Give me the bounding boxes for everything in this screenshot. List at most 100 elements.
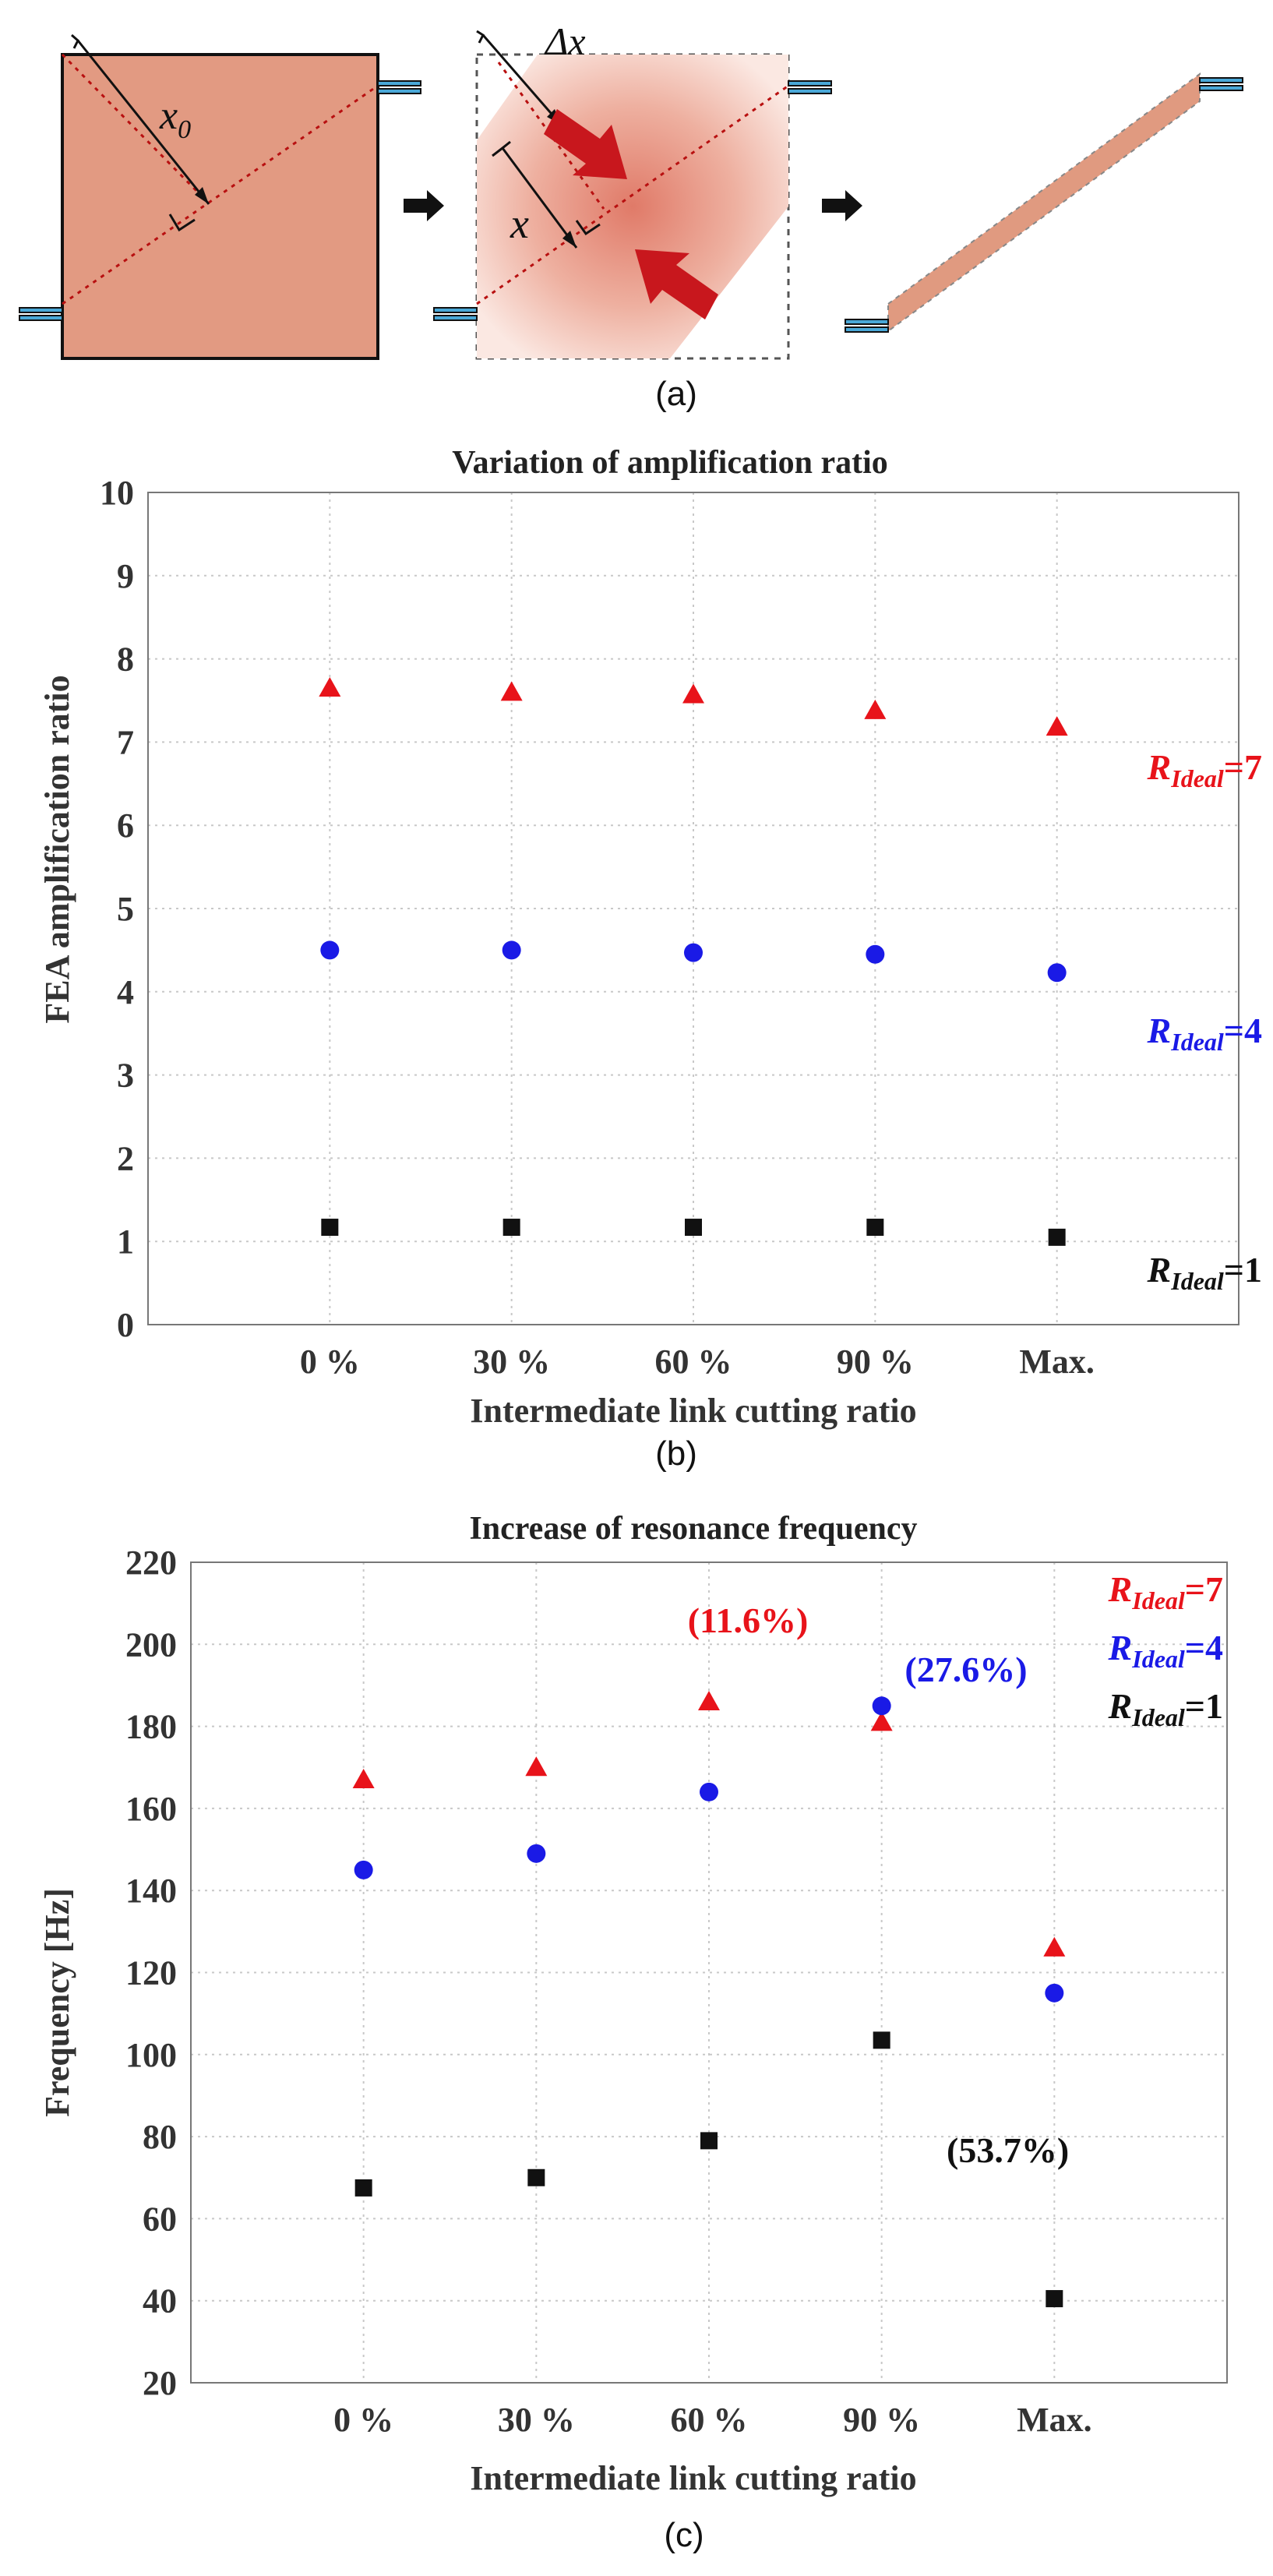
panel-c-label: (c) — [664, 2516, 704, 2554]
panel-b-label: (b) — [655, 1434, 697, 1473]
data-point-square — [873, 2031, 890, 2049]
x-tick-label: 90 % — [837, 1343, 914, 1381]
x-tick-label: 60 % — [655, 1343, 732, 1381]
y-tick-label: 80 — [143, 2118, 177, 2156]
panel-a-diagram: x0 Δx x — [19, 19, 1243, 413]
chart-c-y-axis-label: Frequency [Hz] — [38, 1888, 76, 2117]
chart-c-plot-frame — [190, 1561, 1228, 2384]
y-tick-label: 140 — [125, 1872, 177, 1910]
right-arrow-icon — [822, 190, 862, 221]
chart-c-grid — [191, 1561, 1227, 2384]
y-tick-label: 5 — [117, 890, 134, 928]
y-tick-label: 200 — [125, 1625, 177, 1664]
annotation-53-7-percent: (53.7%) — [947, 2130, 1069, 2170]
resonance-frequency-chart: Increase of resonance frequency 20 40 60 80… — [38, 1511, 1228, 2554]
y-tick-label: 100 — [125, 2036, 177, 2074]
chart-b-plot-frame — [147, 492, 1240, 1325]
y-tick-label: 220 — [125, 1544, 177, 1582]
chart-b-x-axis-label: Intermediate link cutting ratio — [470, 1392, 916, 1430]
data-point-circle — [684, 943, 703, 962]
x-tick-label: 0 % — [333, 2401, 393, 2439]
data-point-triangle — [870, 1711, 893, 1731]
chart-b-x-ticks: 0 % 30 % 60 % 90 % Max. — [300, 1343, 1095, 1381]
data-point-triangle — [319, 676, 341, 697]
data-point-square — [866, 1219, 884, 1237]
amplification-ratio-chart: Variation of amplification ratio 0 1 2 3 4 5 6… — [38, 445, 1262, 1473]
chart-c-markers — [352, 1691, 1066, 2308]
y-tick-label: 6 — [117, 806, 134, 845]
y-tick-label: 4 — [117, 973, 134, 1011]
chart-c-x-ticks: 0 % 30 % 60 % 90 % Max. — [333, 2401, 1091, 2439]
chart-b-y-axis-label: FEA amplification ratio — [38, 675, 76, 1023]
data-point-square — [503, 1219, 520, 1237]
y-tick-label: 3 — [117, 1057, 134, 1095]
y-tick-label: 7 — [117, 723, 134, 761]
data-point-triangle — [1046, 716, 1068, 736]
y-tick-label: 120 — [125, 1954, 177, 1992]
y-tick-label: 10 — [100, 474, 134, 512]
data-point-square — [700, 2132, 718, 2150]
chart-b-title: Variation of amplification ratio — [452, 445, 888, 481]
chart-c-legend: RIdeal=7 RIdeal=4 RIdeal=1 — [1108, 1569, 1223, 1731]
y-tick-label: 180 — [125, 1708, 177, 1746]
data-point-triangle — [682, 683, 704, 704]
x0-symbol: x0 — [159, 94, 191, 144]
data-point-circle — [320, 940, 340, 960]
x-tick-label: 60 % — [671, 2401, 748, 2439]
data-point-circle — [354, 1860, 373, 1879]
annotation-11-6-percent: (11.6%) — [688, 1600, 809, 1640]
data-point-triangle — [500, 681, 523, 701]
data-point-square — [1048, 1228, 1066, 1246]
data-point-circle — [1047, 963, 1067, 983]
chart-b-markers — [319, 676, 1068, 1246]
x-tick-label: Max. — [1017, 2401, 1092, 2439]
data-point-square — [685, 1219, 702, 1237]
data-point-triangle — [352, 1769, 375, 1789]
compression-arrow-icon — [635, 249, 718, 319]
data-point-square — [321, 1219, 339, 1237]
y-tick-label: 160 — [125, 1790, 177, 1828]
x-tick-label: 90 % — [843, 2401, 920, 2439]
x-tick-label: 30 % — [498, 2401, 575, 2439]
data-point-circle — [1045, 1983, 1064, 2003]
data-point-triangle — [698, 1691, 720, 1711]
y-tick-label: 2 — [117, 1139, 134, 1177]
annotation-27-6-percent: (27.6%) — [905, 1650, 1027, 1689]
chart-b-ref-label-1: RIdeal=1 — [1147, 1250, 1262, 1295]
data-point-circle — [866, 944, 885, 964]
y-tick-label: 8 — [117, 640, 134, 679]
chart-c-legend-7: RIdeal=7 — [1108, 1569, 1223, 1614]
compressed-beam: Δx x — [433, 19, 832, 360]
chart-b-reference-lines — [148, 739, 1262, 1244]
y-tick-label: 9 — [117, 557, 134, 595]
chart-c-legend-4: RIdeal=4 — [1108, 1628, 1223, 1673]
right-arrow-icon — [404, 190, 444, 221]
x-tick-label: 30 % — [473, 1343, 550, 1381]
chart-c-y-ticks: 20 40 60 80 100 120 140 160 180 200 220 — [125, 1544, 177, 2402]
y-tick-label: 60 — [143, 2200, 177, 2238]
data-point-triangle — [525, 1756, 548, 1777]
data-point-circle — [872, 1696, 891, 1716]
chart-b-y-ticks: 0 1 2 3 4 5 6 7 8 9 10 — [100, 474, 134, 1344]
x-tick-label: 0 % — [300, 1343, 360, 1381]
y-tick-label: 1 — [117, 1223, 134, 1261]
final-thin-beam — [845, 72, 1243, 333]
x-symbol: x — [510, 200, 529, 247]
data-point-triangle — [864, 699, 887, 719]
chart-c-legend-1: RIdeal=1 — [1108, 1686, 1223, 1731]
y-tick-label: 20 — [143, 2364, 177, 2402]
data-point-circle — [502, 940, 521, 960]
chart-c-x-axis-label: Intermediate link cutting ratio — [470, 2459, 916, 2497]
y-tick-label: 40 — [143, 2282, 177, 2320]
data-point-circle — [527, 1844, 546, 1863]
panel-a-label: (a) — [655, 375, 697, 413]
data-point-circle — [700, 1782, 718, 1801]
data-point-triangle — [1043, 1936, 1066, 1957]
chart-b-ref-label-7: RIdeal=7 — [1147, 747, 1262, 792]
data-point-square — [1046, 2290, 1063, 2308]
compression-arrow-icon — [544, 109, 627, 179]
initial-square-beam: x0 — [19, 34, 421, 360]
data-point-square — [527, 2168, 545, 2186]
chart-b-ref-label-4: RIdeal=4 — [1147, 1011, 1262, 1056]
